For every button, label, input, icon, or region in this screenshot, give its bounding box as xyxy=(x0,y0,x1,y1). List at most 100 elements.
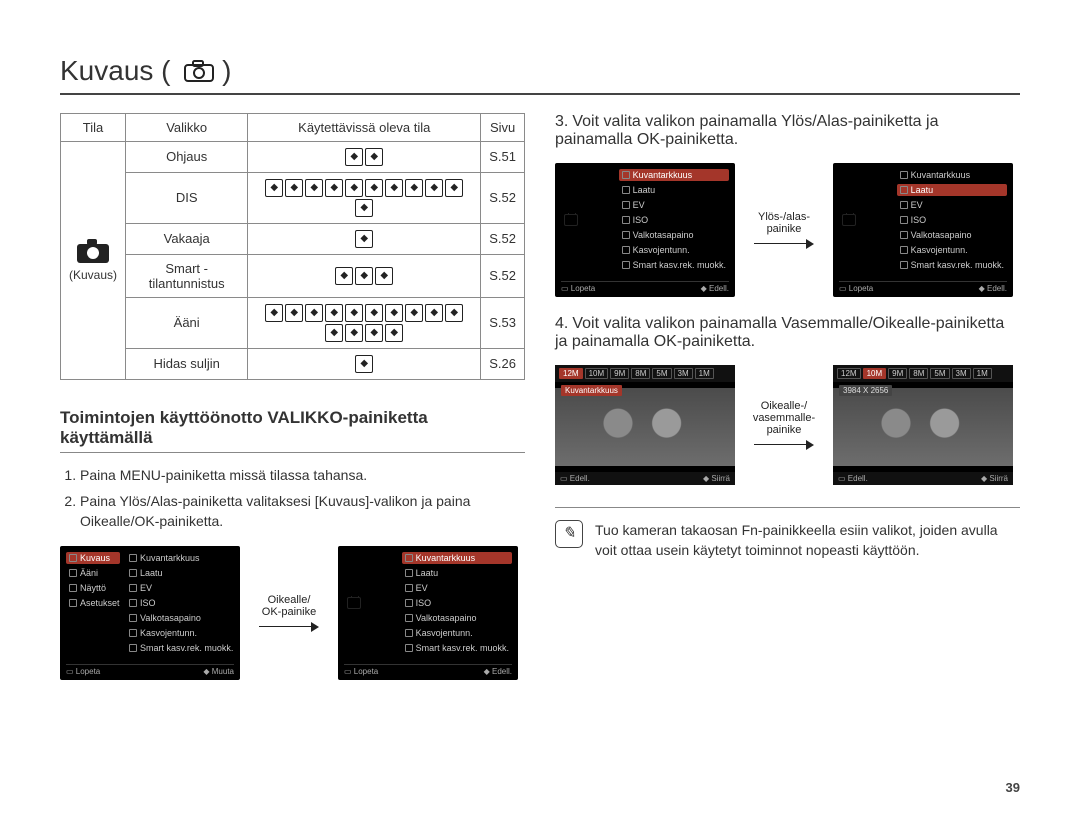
menu-cell: Vakaaja xyxy=(126,223,248,254)
lcd-menu-item: Kuvantarkkuus xyxy=(126,552,236,564)
mode-icon: ◆ xyxy=(345,304,363,322)
lcd-size-option: 3M xyxy=(952,368,971,379)
lcd-tab: Kuvaus xyxy=(66,552,120,564)
table-row: Ääni◆◆◆◆◆◆◆◆◆◆◆◆◆◆S.53 xyxy=(61,297,525,348)
left-steps: Paina MENU-painiketta missä tilassa taha… xyxy=(60,465,525,532)
page-ref-cell: S.26 xyxy=(481,348,525,379)
mode-icon: ◆ xyxy=(325,324,343,342)
arrow-icon xyxy=(754,239,814,249)
lcd-menu-item: ISO xyxy=(619,214,729,226)
page-ref-cell: S.52 xyxy=(481,223,525,254)
lcd-size-option: 12M xyxy=(559,368,583,379)
mode-icon: ◆ xyxy=(285,179,303,197)
mode-icon: ◆ xyxy=(265,179,283,197)
lcd-mode-icon xyxy=(561,213,613,227)
mode-icon: ◆ xyxy=(425,179,443,197)
menu-cell: Smart -tilantunnistus xyxy=(126,254,248,297)
lcd-photo-hint: Kuvantarkkuus xyxy=(561,385,622,396)
mode-icon: ◆ xyxy=(305,179,323,197)
lcd-size-option: 8M xyxy=(909,368,928,379)
lcd-menu-item: Laatu xyxy=(897,184,1007,196)
lcd-menu-item: Smart kasv.rek. muokk. xyxy=(126,642,236,654)
lcd-menu-item: Kasvojentunn. xyxy=(402,627,512,639)
mode-icon: ◆ xyxy=(365,148,383,166)
page-ref-cell: S.51 xyxy=(481,141,525,172)
step-2: Paina Ylös/Alas-painiketta valitaksesi [… xyxy=(80,491,525,532)
lcd-menu-item: Laatu xyxy=(619,184,729,196)
lcd-photo-image xyxy=(555,388,735,466)
mode-icons-cell: ◆◆◆ xyxy=(248,254,481,297)
camera-icon xyxy=(76,238,110,264)
lcd-photo-screenshot: 12M10M9M8M5M3M1M Kuvantarkkuus ▭ Edell. … xyxy=(555,365,735,485)
arrow-icon xyxy=(259,622,319,632)
right-screens-1: KuvantarkkuusLaatuEVISOValkotasapainoKas… xyxy=(555,163,1020,297)
mode-icon: ◆ xyxy=(355,267,373,285)
lcd-menu-item: Valkotasapaino xyxy=(897,229,1007,241)
tila-label: (Kuvaus) xyxy=(69,268,117,282)
mode-icon: ◆ xyxy=(355,199,373,217)
mode-icon: ◆ xyxy=(345,148,363,166)
th-tila: Tila xyxy=(61,113,126,141)
mode-icon: ◆ xyxy=(345,324,363,342)
lcd-menu-item: EV xyxy=(619,199,729,211)
lcd-footer: ▭ Lopeta◆ Muuta xyxy=(66,664,234,676)
mode-icons-cell: ◆ xyxy=(248,348,481,379)
mode-icon: ◆ xyxy=(365,304,383,322)
lcd-mode-icon xyxy=(839,213,891,227)
lcd-screenshot: KuvantarkkuusLaatuEVISOValkotasapainoKas… xyxy=(338,546,518,680)
mode-icon: ◆ xyxy=(365,324,383,342)
lcd-size-option: 9M xyxy=(888,368,907,379)
tila-cell: (Kuvaus) xyxy=(61,141,126,379)
mode-icon: ◆ xyxy=(305,304,323,322)
table-row: Vakaaja ◆ S.52 xyxy=(61,223,525,254)
mode-icons-cell: ◆◆ xyxy=(248,141,481,172)
lcd-size-option: 5M xyxy=(652,368,671,379)
mode-icon: ◆ xyxy=(365,179,383,197)
lcd-footer: ▭ Lopeta◆ Edell. xyxy=(561,281,729,293)
camera-icon xyxy=(184,57,214,89)
lcd-screenshot: KuvausÄäniNäyttöAsetuksetKuvantarkkuusLa… xyxy=(60,546,240,680)
lcd-menu-item: Laatu xyxy=(402,567,512,579)
title-suffix: ) xyxy=(222,55,231,86)
lcd-menu-item: ISO xyxy=(402,597,512,609)
lcd-menu-item: ISO xyxy=(126,597,236,609)
mode-icon: ◆ xyxy=(405,304,423,322)
table-row: Hidas suljin◆S.26 xyxy=(61,348,525,379)
lcd-size-option: 1M xyxy=(973,368,992,379)
lcd-menu-item: Valkotasapaino xyxy=(126,612,236,624)
mode-icon: ◆ xyxy=(325,179,343,197)
mode-icon: ◆ xyxy=(385,304,403,322)
lcd-size-option: 9M xyxy=(610,368,629,379)
step-1: Paina MENU-painiketta missä tilassa taha… xyxy=(80,465,525,485)
page-ref-cell: S.52 xyxy=(481,172,525,223)
lcd-footer: ▭ Lopeta◆ Edell. xyxy=(344,664,512,676)
th-page: Sivu xyxy=(481,113,525,141)
arrow-label: Ylös-/alas- painike xyxy=(758,211,810,235)
mode-icon: ◆ xyxy=(445,179,463,197)
modes-table: Tila Valikko Käytettävissä oleva tila Si… xyxy=(60,113,525,380)
mode-icon: ◆ xyxy=(265,304,283,322)
mode-icon: ◆ xyxy=(355,230,373,248)
th-valikko: Valikko xyxy=(126,113,248,141)
lcd-menu-item: Kasvojentunn. xyxy=(619,244,729,256)
lcd-menu-item: ISO xyxy=(897,214,1007,226)
lcd-menu-item: EV xyxy=(126,582,236,594)
table-row: (Kuvaus)Ohjaus◆◆S.51 xyxy=(61,141,525,172)
lcd-menu-item: Valkotasapaino xyxy=(619,229,729,241)
mode-icon: ◆ xyxy=(325,304,343,322)
lcd-photo-image xyxy=(833,388,1013,466)
lcd-size-option: 10M xyxy=(863,368,887,379)
arrow-up-down: Ylös-/alas- painike xyxy=(749,211,819,249)
lcd-tab: Näyttö xyxy=(66,582,120,594)
lcd-menu-item: EV xyxy=(897,199,1007,211)
step-3: 3.Voit valita valikon painamalla Ylös/Al… xyxy=(555,113,1020,149)
lcd-menu-item: Smart kasv.rek. muokk. xyxy=(402,642,512,654)
section-subheading: Toimintojen käyttöönotto VALIKKO-painike… xyxy=(60,408,525,453)
mode-icon: ◆ xyxy=(375,267,393,285)
lcd-menu-item: Kasvojentunn. xyxy=(126,627,236,639)
page-title: Kuvaus ( ) xyxy=(60,55,1020,95)
mode-icon: ◆ xyxy=(355,355,373,373)
note-box: ✎ Tuo kameran takaosan Fn-painikkeella e… xyxy=(555,507,1020,561)
lcd-menu-item: Smart kasv.rek. muokk. xyxy=(897,259,1007,271)
page-number: 39 xyxy=(1006,780,1020,795)
